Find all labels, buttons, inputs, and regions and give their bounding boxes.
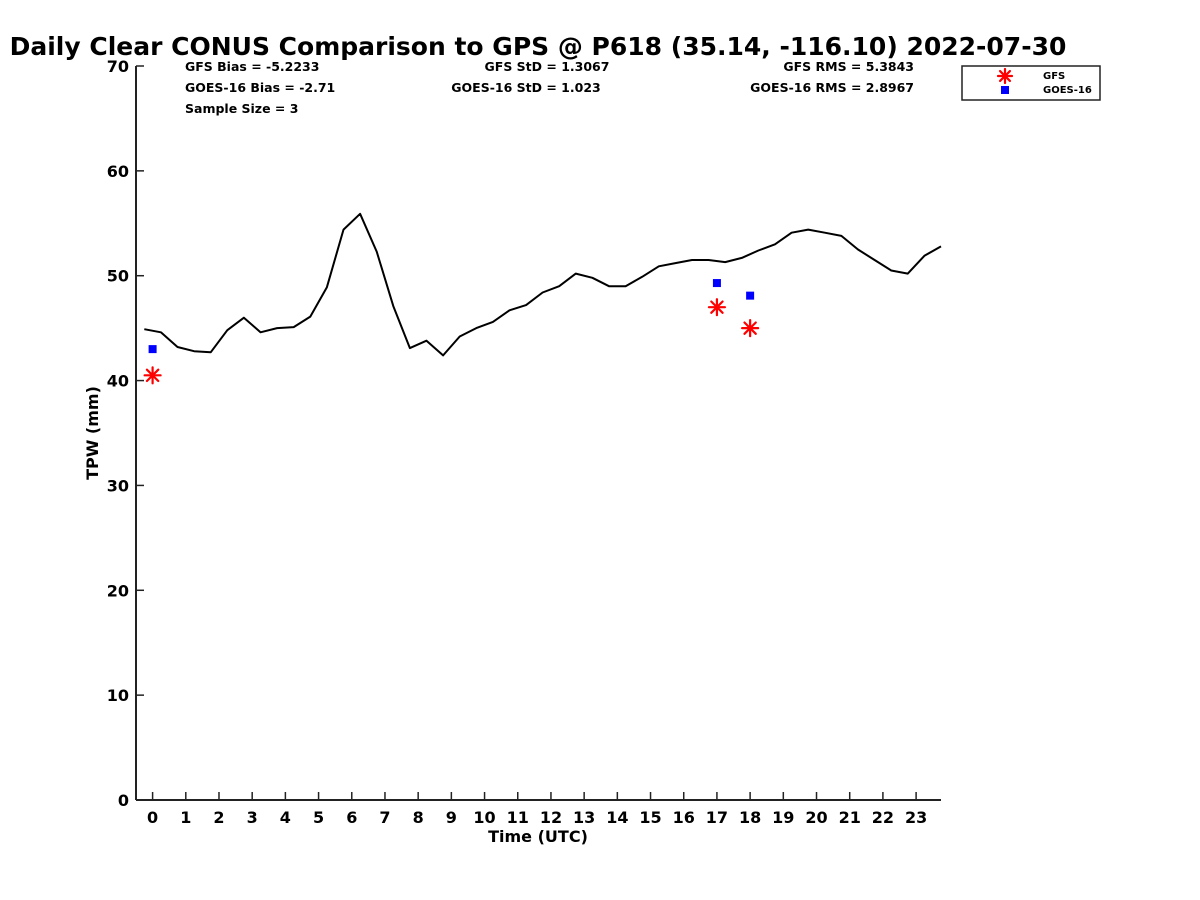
series-lines — [144, 212, 942, 357]
y-tick-label: 50 — [107, 267, 129, 286]
stat-sample-size: Sample Size = 3 — [185, 101, 298, 116]
stat-gfs-std: GFS StD = 1.3067 — [485, 59, 610, 74]
y-tick-label: 20 — [107, 581, 129, 600]
gfs-point — [143, 366, 162, 385]
x-tick-label: 16 — [673, 808, 695, 827]
gfs-point — [707, 298, 727, 317]
x-tick-label: 8 — [413, 808, 424, 827]
legend-box — [961, 65, 1101, 101]
x-tick-label: 5 — [313, 808, 324, 827]
x-tick-label: 11 — [507, 808, 529, 827]
y-axis-label: TPW (mm) — [83, 386, 102, 480]
x-tick-label: 2 — [213, 808, 224, 827]
y-ticks: 0 10 20 30 40 50 60 70 — [107, 57, 144, 810]
stat-goes-std: GOES-16 StD = 1.023 — [451, 80, 600, 95]
y-tick-label: 30 — [107, 476, 129, 495]
legend-goes-marker — [1001, 86, 1009, 94]
series-markers — [143, 279, 760, 385]
x-tick-label: 19 — [772, 808, 794, 827]
x-tick-label: 22 — [872, 808, 894, 827]
x-tick-label: 12 — [540, 808, 562, 827]
x-tick-label: 7 — [379, 808, 390, 827]
x-tick-label: 3 — [247, 808, 258, 827]
x-tick-label: 21 — [839, 808, 861, 827]
stat-gfs-bias: GFS Bias = -5.2233 — [185, 59, 319, 74]
y-tick-label: 40 — [107, 372, 129, 391]
legend-goes-label: GOES-16 — [1043, 85, 1092, 96]
x-tick-label: 20 — [805, 808, 827, 827]
x-tick-label: 23 — [905, 808, 927, 827]
stats-block: GFS Bias = -5.2233 GOES-16 Bias = -2.71 … — [185, 59, 914, 116]
gfs-point — [741, 319, 760, 338]
x-tick-label: 1 — [180, 808, 191, 827]
x-tick-label: 14 — [606, 808, 628, 827]
y-tick-label: 10 — [107, 686, 129, 705]
goes-16-point — [148, 345, 157, 354]
y-tick-label: 70 — [107, 57, 129, 76]
x-tick-label: 17 — [706, 808, 728, 827]
y-tick-label: 0 — [118, 791, 129, 810]
x-axis-label: Time (UTC) — [488, 827, 588, 846]
stat-goes-bias: GOES-16 Bias = -2.71 — [185, 80, 335, 95]
goes-16-point — [712, 279, 721, 288]
legend: GFS GOES-16 — [961, 65, 1101, 101]
stat-gfs-rms: GFS RMS = 5.3843 — [783, 59, 914, 74]
x-tick-label: 13 — [573, 808, 595, 827]
gps-series-line — [144, 212, 942, 357]
chart-title: Daily Clear CONUS Comparison to GPS @ P6… — [10, 32, 1067, 61]
x-tick-label: 9 — [446, 808, 457, 827]
x-tick-label: 0 — [147, 808, 158, 827]
x-tick-label: 15 — [639, 808, 661, 827]
legend-gfs-marker — [996, 67, 1014, 85]
legend-gfs-label: GFS — [1043, 71, 1065, 82]
goes-16-point — [746, 291, 755, 300]
x-tick-label: 18 — [739, 808, 761, 827]
x-tick-label: 4 — [280, 808, 291, 827]
x-ticks: 0 1 2 3 4 5 6 7 8 9 10 11 12 13 14 15 16 17 18 19 20 21 22 23 — [147, 792, 927, 827]
y-tick-label: 60 — [107, 162, 129, 181]
x-tick-label: 6 — [346, 808, 357, 827]
legend-gfs-asterisk — [996, 67, 1014, 85]
stat-goes-rms: GOES-16 RMS = 2.8967 — [750, 80, 914, 95]
x-tick-label: 10 — [473, 808, 495, 827]
